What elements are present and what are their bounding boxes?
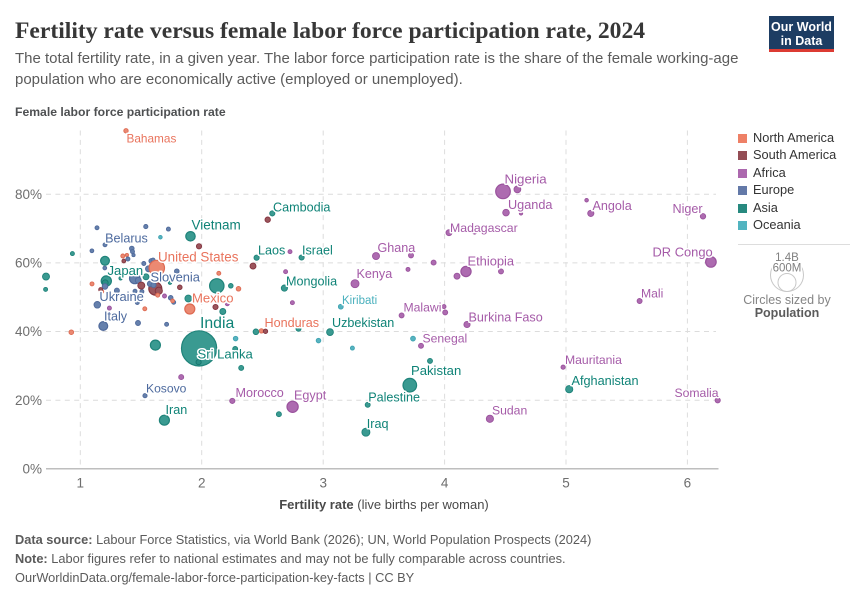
svg-text:60%: 60% xyxy=(15,256,42,271)
svg-text:Mexico: Mexico xyxy=(192,291,233,306)
svg-text:4: 4 xyxy=(441,476,449,491)
svg-text:Sri Lanka: Sri Lanka xyxy=(198,347,254,362)
svg-text:Somalia: Somalia xyxy=(675,386,719,400)
svg-text:United States: United States xyxy=(158,250,239,265)
svg-text:Senegal: Senegal xyxy=(423,332,468,346)
svg-text:Cambodia: Cambodia xyxy=(273,200,330,214)
svg-text:Ukraine: Ukraine xyxy=(99,289,143,304)
svg-text:Madagascar: Madagascar xyxy=(450,221,518,235)
svg-text:Vietnam: Vietnam xyxy=(192,218,241,233)
svg-text:600M: 600M xyxy=(773,263,802,275)
svg-text:40%: 40% xyxy=(15,324,42,339)
svg-text:Morocco: Morocco xyxy=(236,386,284,400)
svg-text:Slovenia: Slovenia xyxy=(151,270,201,285)
svg-text:Madagascar: Madagascar xyxy=(450,221,518,235)
svg-text:Bahamas: Bahamas xyxy=(127,132,177,146)
svg-text:Japan: Japan xyxy=(108,263,144,278)
svg-text:Kiribati: Kiribati xyxy=(342,295,377,307)
svg-text:Mexico: Mexico xyxy=(192,291,233,306)
svg-text:Ghana: Ghana xyxy=(378,241,416,255)
svg-text:Kenya: Kenya xyxy=(357,267,393,281)
svg-text:Italy: Italy xyxy=(104,310,128,324)
svg-text:Iraq: Iraq xyxy=(367,417,389,431)
svg-text:Laos: Laos xyxy=(258,244,285,258)
svg-text:Angola: Angola xyxy=(593,199,632,213)
svg-text:Morocco: Morocco xyxy=(236,386,284,400)
svg-text:India: India xyxy=(200,315,234,332)
svg-text:1: 1 xyxy=(77,476,85,491)
svg-text:Malawi: Malawi xyxy=(404,301,442,315)
svg-text:Palestine: Palestine xyxy=(368,391,420,405)
svg-text:Bahamas: Bahamas xyxy=(127,132,177,146)
svg-text:Somalia: Somalia xyxy=(675,386,719,400)
svg-text:Ukraine: Ukraine xyxy=(99,289,143,304)
svg-text:Uzbekistan: Uzbekistan xyxy=(332,316,394,330)
svg-text:Iran: Iran xyxy=(166,403,188,417)
svg-text:Kosovo: Kosovo xyxy=(146,382,187,396)
svg-text:Kosovo: Kosovo xyxy=(146,382,187,396)
svg-text:Belarus: Belarus xyxy=(105,231,148,245)
svg-text:Burkina Faso: Burkina Faso xyxy=(469,311,543,325)
svg-text:Mongolia: Mongolia xyxy=(286,275,337,289)
svg-text:Slovenia: Slovenia xyxy=(151,270,201,285)
svg-text:Laos: Laos xyxy=(258,244,285,258)
svg-text:Uganda: Uganda xyxy=(508,198,553,212)
svg-text:Afghanistan: Afghanistan xyxy=(572,374,639,388)
svg-text:3: 3 xyxy=(319,476,327,491)
svg-text:2: 2 xyxy=(198,476,206,491)
svg-text:Israel: Israel xyxy=(302,244,333,258)
svg-text:Afghanistan: Afghanistan xyxy=(572,374,639,388)
svg-text:Mongolia: Mongolia xyxy=(286,275,337,289)
svg-text:6: 6 xyxy=(684,476,692,491)
svg-text:Belarus: Belarus xyxy=(105,231,148,245)
svg-text:Honduras: Honduras xyxy=(265,316,320,330)
svg-text:Uzbekistan: Uzbekistan xyxy=(332,316,394,330)
svg-text:Sri Lanka: Sri Lanka xyxy=(198,347,254,362)
svg-text:Egypt: Egypt xyxy=(294,389,327,403)
svg-text:Israel: Israel xyxy=(302,244,333,258)
svg-text:Mauritania: Mauritania xyxy=(565,353,622,367)
svg-text:Nigeria: Nigeria xyxy=(505,172,548,187)
svg-text:Ghana: Ghana xyxy=(378,241,416,255)
svg-text:20%: 20% xyxy=(15,393,42,408)
svg-text:Burkina Faso: Burkina Faso xyxy=(469,311,543,325)
svg-text:Iraq: Iraq xyxy=(367,417,389,431)
svg-text:Egypt: Egypt xyxy=(294,389,327,403)
svg-text:Nigeria: Nigeria xyxy=(505,172,548,187)
svg-text:Ethiopia: Ethiopia xyxy=(468,253,515,268)
svg-text:Uganda: Uganda xyxy=(508,198,553,212)
svg-text:United States: United States xyxy=(158,250,239,265)
svg-text:Senegal: Senegal xyxy=(423,332,468,346)
svg-text:Pakistan: Pakistan xyxy=(411,363,461,378)
svg-text:Ethiopia: Ethiopia xyxy=(468,253,515,268)
svg-text:Japan: Japan xyxy=(108,263,144,278)
svg-text:Vietnam: Vietnam xyxy=(192,218,241,233)
svg-text:0%: 0% xyxy=(22,462,42,477)
svg-text:Mauritania: Mauritania xyxy=(565,353,622,367)
svg-text:80%: 80% xyxy=(15,187,42,202)
svg-text:Italy: Italy xyxy=(104,310,128,324)
svg-text:Palestine: Palestine xyxy=(368,391,420,405)
svg-text:Malawi: Malawi xyxy=(404,301,442,315)
svg-text:Pakistan: Pakistan xyxy=(411,363,461,378)
svg-text:Mali: Mali xyxy=(641,287,663,301)
svg-text:Honduras: Honduras xyxy=(265,316,320,330)
svg-text:India: India xyxy=(200,315,234,332)
svg-text:Kiribati: Kiribati xyxy=(342,295,377,307)
svg-text:Niger: Niger xyxy=(673,202,703,216)
svg-text:Iran: Iran xyxy=(166,403,188,417)
svg-text:Sudan: Sudan xyxy=(492,403,527,417)
svg-text:5: 5 xyxy=(562,476,570,491)
svg-text:Angola: Angola xyxy=(593,199,632,213)
svg-text:Niger: Niger xyxy=(673,202,703,216)
svg-text:DR Congo: DR Congo xyxy=(653,245,713,260)
svg-text:DR Congo: DR Congo xyxy=(653,245,713,260)
svg-text:Cambodia: Cambodia xyxy=(273,200,330,214)
svg-text:1.4B: 1.4B xyxy=(775,252,799,264)
svg-text:Sudan: Sudan xyxy=(492,403,527,417)
svg-text:Kenya: Kenya xyxy=(357,267,393,281)
svg-text:Mali: Mali xyxy=(641,287,663,301)
